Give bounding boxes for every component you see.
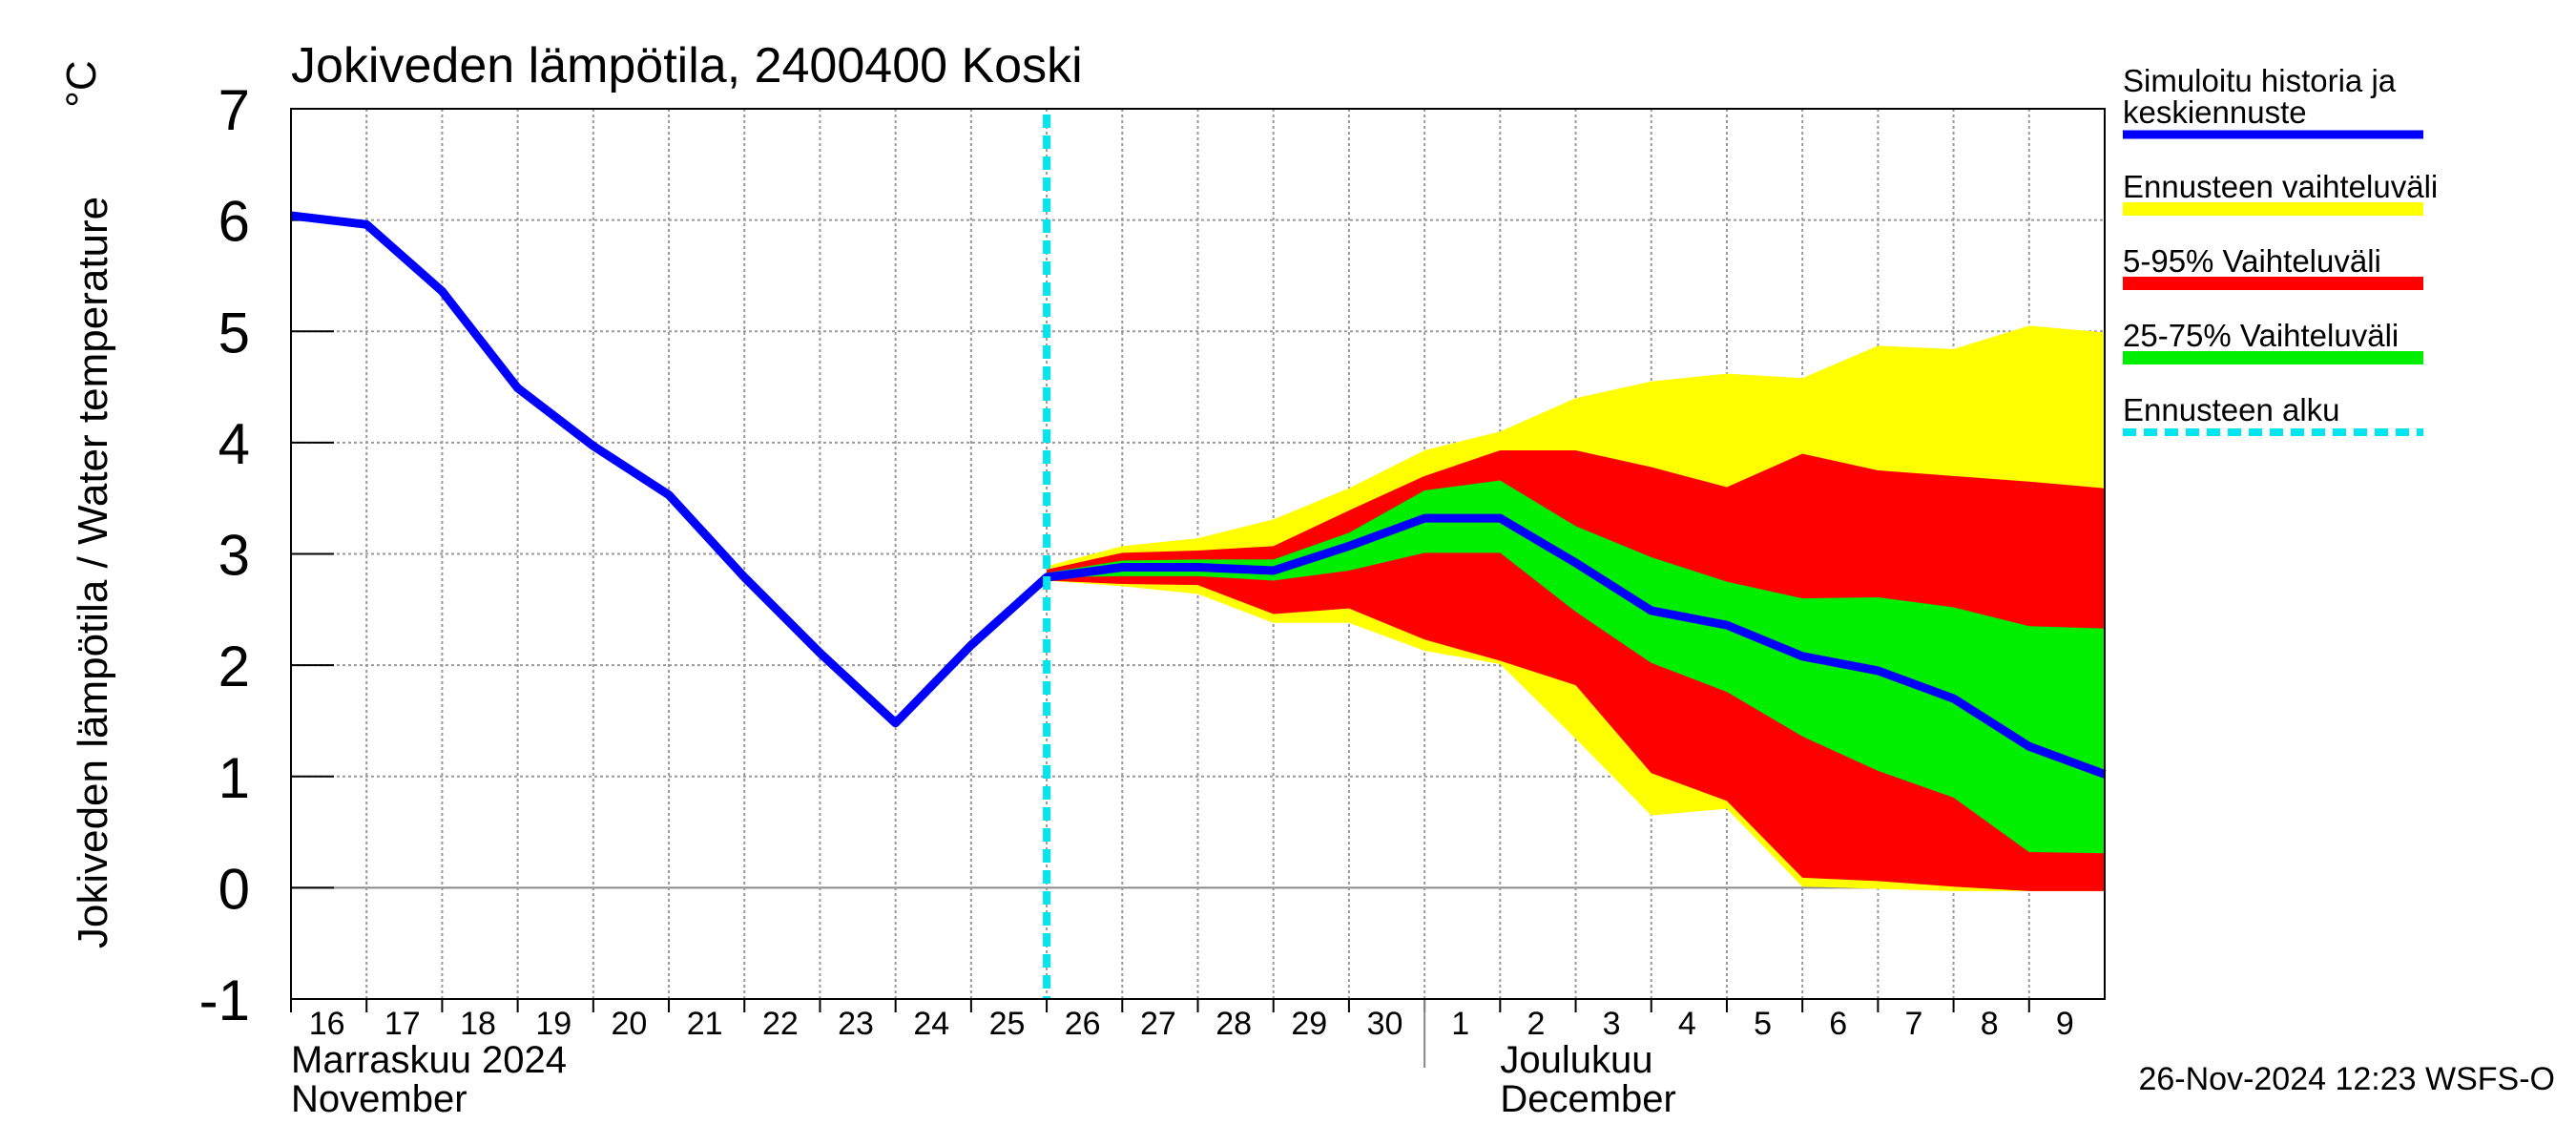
y-tick-label: 0	[218, 857, 250, 921]
x-tick-label: 1	[1451, 1006, 1469, 1042]
y-tick-label: 7	[218, 78, 250, 142]
y-tick-label: 3	[218, 524, 250, 588]
legend-label: 5-95% Vaihteluväli	[2123, 243, 2381, 279]
series-line	[290, 211, 2107, 779]
x-tick-label: 17	[384, 1006, 421, 1042]
x-tick-label: 3	[1603, 1006, 1621, 1042]
legend-label: Simuloitu historia ja keskiennuste	[2123, 63, 2397, 130]
x-tick-label: 4	[1678, 1006, 1696, 1042]
footer: 26-Nov-2024 12:23 WSFS-O	[2138, 1061, 2555, 1097]
x-tick-label: 2	[1527, 1006, 1545, 1042]
chart-title: Jokiveden lämpötila, 2400400 Koski	[291, 38, 1083, 94]
x-tick-label: 27	[1140, 1006, 1176, 1042]
y-tick-label: 6	[218, 190, 250, 254]
x-tick-label: 7	[1905, 1006, 1923, 1042]
x-tick-label: 22	[762, 1006, 799, 1042]
x-tick-label: 8	[1981, 1006, 1999, 1042]
x-tick-label: 23	[838, 1006, 874, 1042]
legend-label: Ennusteen alku	[2123, 392, 2340, 427]
y-tick-label: 5	[218, 301, 250, 364]
month-label: Joulukuu	[1500, 1039, 1652, 1081]
x-tick-label: 29	[1291, 1006, 1327, 1042]
y-tick-label: 4	[218, 412, 250, 476]
x-tick-label: 30	[1367, 1006, 1403, 1042]
month-label: Marraskuu 2024	[291, 1039, 567, 1081]
y-tick-label: 1	[218, 746, 250, 810]
x-tick-label: 24	[913, 1006, 949, 1042]
x-tick-label: 20	[612, 1006, 648, 1042]
x-tick-label: 28	[1215, 1006, 1252, 1042]
y-unit: °C	[58, 60, 105, 107]
plot-frame	[290, 108, 2106, 1000]
x-tick-label: 5	[1754, 1006, 1772, 1042]
x-tick-label: 18	[460, 1006, 496, 1042]
x-tick-label: 26	[1065, 1006, 1101, 1042]
x-tick-label: 25	[989, 1006, 1026, 1042]
month-label-en: November	[291, 1078, 467, 1120]
month-label-en: December	[1500, 1078, 1676, 1120]
x-tick-label: 19	[535, 1006, 571, 1042]
x-tick-label: 16	[309, 1006, 345, 1042]
x-tick-label: 21	[687, 1006, 723, 1042]
legend-label: Ennusteen vaihteluväli	[2123, 169, 2438, 204]
band	[1047, 480, 2105, 854]
x-tick-label: 6	[1829, 1006, 1847, 1042]
x-tick-label: 9	[2056, 1006, 2074, 1042]
y-tick-label: 2	[218, 635, 250, 698]
y-tick-label: -1	[199, 968, 250, 1032]
y-axis-label: Jokiveden lämpötila / Water temperature	[70, 197, 116, 948]
legend-label: 25-75% Vaihteluväli	[2123, 318, 2399, 353]
